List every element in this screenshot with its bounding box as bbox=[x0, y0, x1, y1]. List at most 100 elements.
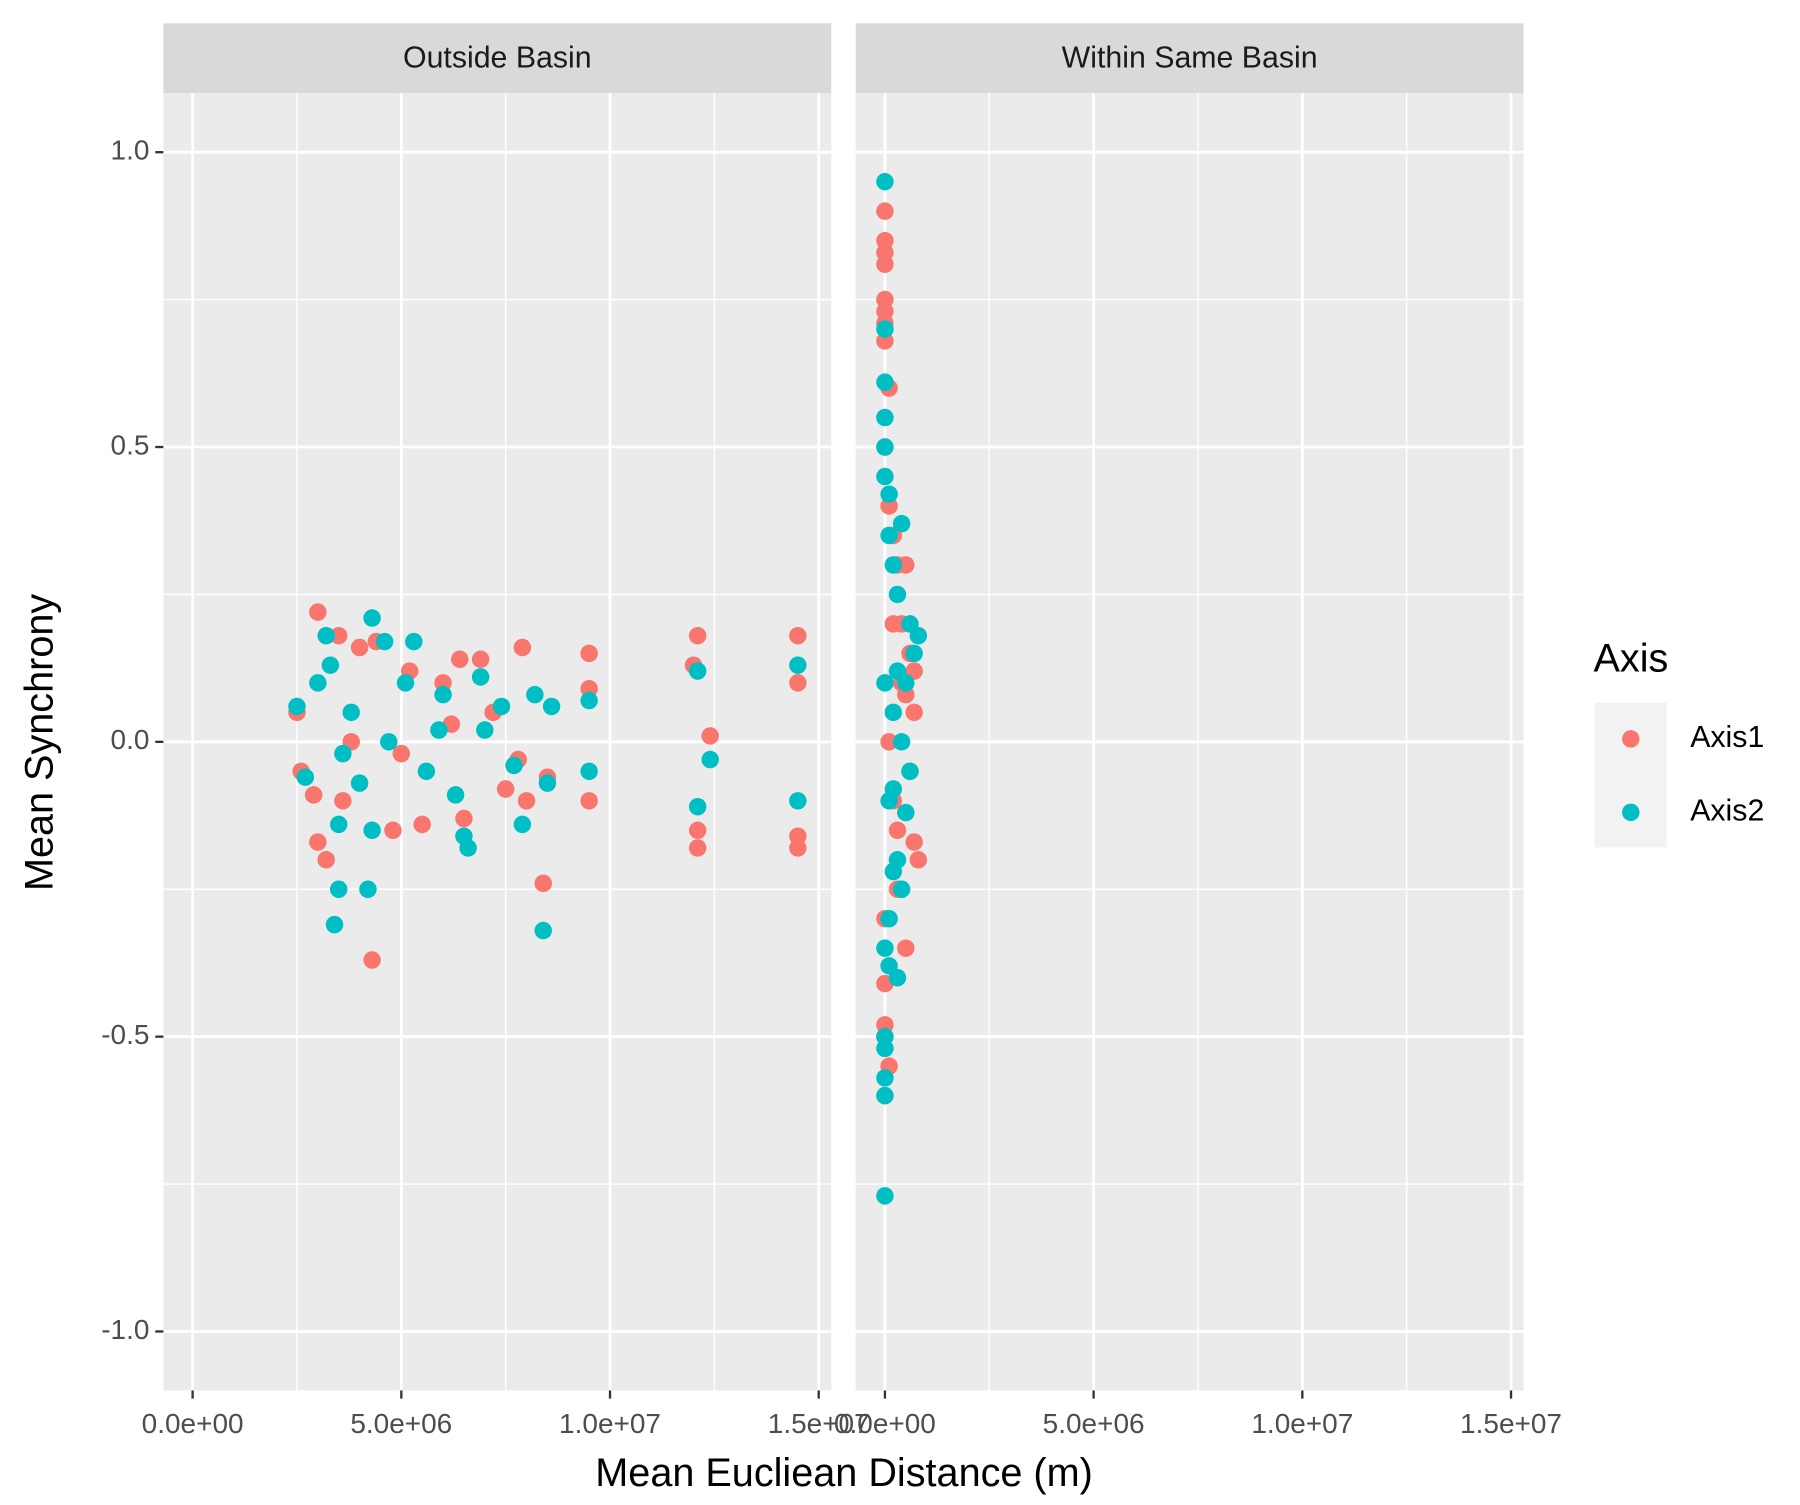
legend-label: Axis2 bbox=[1690, 794, 1764, 827]
point bbox=[880, 485, 898, 503]
point bbox=[317, 851, 335, 869]
point bbox=[396, 674, 415, 692]
point bbox=[392, 744, 411, 763]
point bbox=[288, 697, 306, 716]
x-tick-label: 5.0e+06 bbox=[1043, 1408, 1145, 1439]
point bbox=[417, 762, 436, 781]
point bbox=[471, 668, 490, 686]
point bbox=[538, 774, 557, 792]
point bbox=[446, 786, 465, 804]
point bbox=[888, 968, 907, 987]
legend-title: Axis bbox=[1593, 636, 1668, 680]
point bbox=[580, 691, 598, 710]
point bbox=[455, 809, 473, 828]
point bbox=[884, 556, 903, 574]
point bbox=[901, 762, 919, 781]
point bbox=[892, 880, 911, 898]
point bbox=[897, 556, 915, 574]
x-tick-label: 1.5e+07 bbox=[1460, 1408, 1562, 1439]
point bbox=[317, 626, 335, 645]
point bbox=[905, 833, 923, 851]
point bbox=[342, 703, 360, 722]
point bbox=[329, 880, 348, 898]
point bbox=[329, 626, 348, 645]
point bbox=[496, 780, 515, 798]
point bbox=[688, 821, 707, 840]
point bbox=[688, 839, 707, 857]
point bbox=[897, 803, 915, 822]
point bbox=[296, 768, 315, 786]
point bbox=[876, 373, 894, 391]
point bbox=[876, 1187, 894, 1205]
point bbox=[909, 626, 928, 645]
point bbox=[789, 792, 807, 810]
point bbox=[884, 615, 903, 633]
strip-background bbox=[163, 23, 832, 94]
point bbox=[329, 815, 348, 834]
x-tick-label: 1.0e+07 bbox=[1251, 1408, 1353, 1439]
point bbox=[876, 939, 894, 957]
point bbox=[789, 656, 807, 674]
strip-background bbox=[855, 23, 1524, 94]
point bbox=[476, 721, 494, 739]
point bbox=[492, 697, 511, 716]
point bbox=[534, 874, 552, 893]
point bbox=[880, 526, 898, 545]
x-tick-label: 1.5e+07 bbox=[768, 1408, 870, 1439]
point bbox=[876, 438, 894, 456]
y-tick-label: 0.5 bbox=[111, 429, 150, 460]
point bbox=[513, 638, 532, 657]
point bbox=[505, 756, 523, 775]
legend-swatch bbox=[1622, 803, 1640, 822]
point bbox=[880, 909, 898, 928]
point bbox=[363, 609, 381, 627]
point bbox=[909, 851, 928, 869]
point bbox=[876, 674, 894, 692]
point bbox=[876, 1039, 894, 1058]
point bbox=[884, 862, 903, 881]
point bbox=[580, 762, 598, 781]
point bbox=[876, 408, 894, 427]
point bbox=[334, 744, 352, 763]
point bbox=[876, 1069, 894, 1087]
point bbox=[789, 827, 807, 845]
x-tick-label: 0.0e+00 bbox=[834, 1408, 936, 1439]
point bbox=[413, 815, 431, 834]
point bbox=[688, 626, 707, 645]
point bbox=[884, 780, 903, 798]
point bbox=[542, 697, 561, 716]
point bbox=[325, 915, 344, 934]
point bbox=[517, 792, 536, 810]
point bbox=[375, 632, 394, 651]
point bbox=[688, 662, 707, 680]
y-axis-title: Mean Synchrony bbox=[18, 594, 62, 891]
point bbox=[876, 172, 894, 191]
point bbox=[789, 674, 807, 692]
point bbox=[534, 921, 552, 940]
point bbox=[359, 880, 377, 898]
point bbox=[526, 685, 544, 704]
x-tick-label: 0.0e+00 bbox=[142, 1408, 244, 1439]
y-tick-label: -0.5 bbox=[101, 1019, 149, 1050]
point bbox=[884, 703, 903, 722]
point bbox=[309, 674, 327, 692]
y-tick-label: -1.0 bbox=[101, 1314, 149, 1345]
point bbox=[363, 951, 381, 969]
point bbox=[701, 750, 719, 769]
point bbox=[405, 632, 423, 651]
point bbox=[876, 1086, 894, 1105]
point bbox=[876, 255, 894, 273]
point bbox=[430, 721, 448, 739]
point bbox=[380, 733, 398, 751]
point bbox=[384, 821, 402, 840]
point bbox=[888, 821, 907, 840]
point bbox=[321, 656, 340, 674]
point bbox=[471, 650, 490, 669]
point bbox=[309, 833, 327, 851]
strip-label: Within Same Basin bbox=[1062, 41, 1318, 74]
x-tick-label: 5.0e+06 bbox=[350, 1408, 452, 1439]
point bbox=[580, 792, 598, 810]
point bbox=[304, 786, 323, 804]
point bbox=[701, 727, 719, 745]
